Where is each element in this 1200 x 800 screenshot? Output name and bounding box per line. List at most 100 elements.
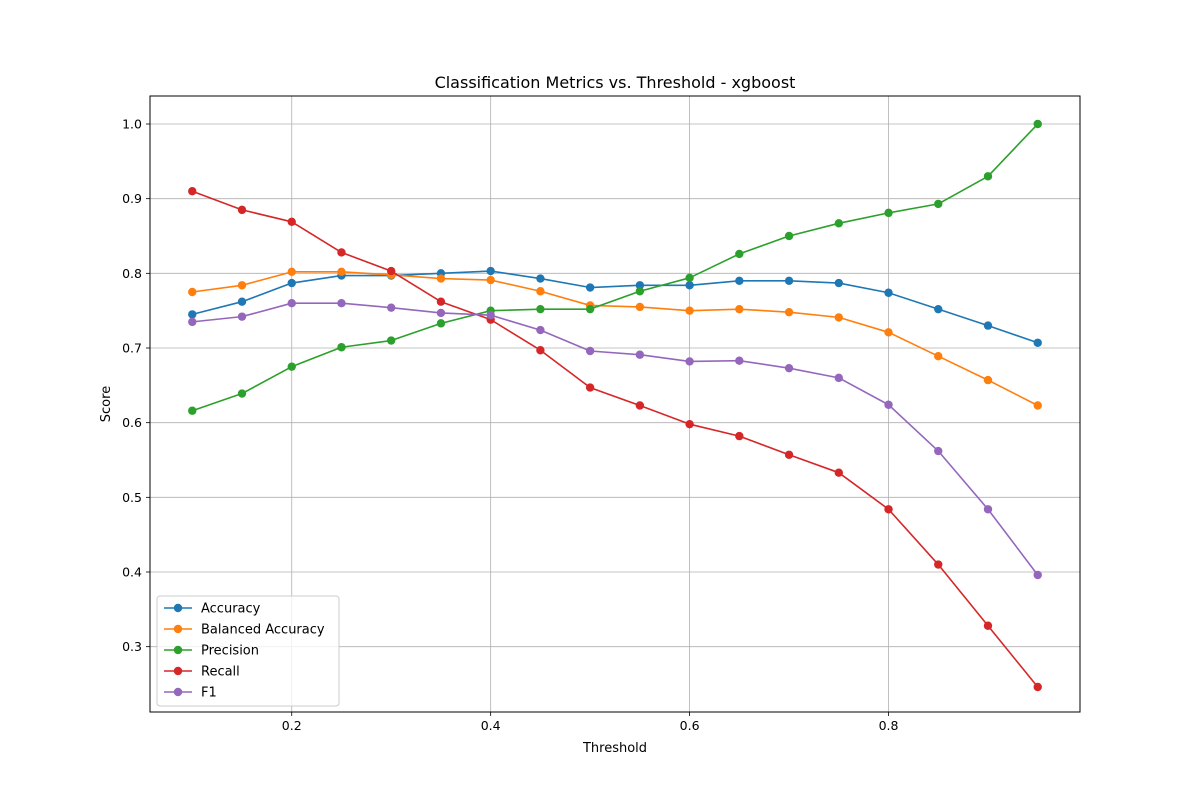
data-point-accuracy — [536, 274, 545, 283]
data-point-f1 — [387, 303, 396, 312]
data-point-precision — [983, 172, 993, 181]
y-tick-label: 0.6 — [122, 415, 142, 430]
data-point-precision — [188, 406, 197, 415]
data-point-f1 — [536, 325, 545, 335]
data-point-recall — [685, 419, 694, 429]
data-point-recall — [784, 450, 794, 459]
data-point-balanced-accuracy — [337, 267, 346, 277]
series-recall — [188, 187, 1042, 692]
data-point-precision — [585, 304, 595, 314]
data-point-recall — [337, 248, 346, 257]
data-point-accuracy — [834, 278, 843, 288]
legend-label: Balanced Accuracy — [201, 623, 325, 638]
x-tick-label: 0.2 — [282, 718, 302, 733]
data-point-f1 — [188, 317, 197, 327]
legend-label: F1 — [201, 686, 217, 701]
data-point-balanced-accuracy — [884, 328, 893, 337]
legend-marker — [173, 666, 183, 676]
data-point-f1 — [784, 363, 794, 373]
series-line-f1 — [192, 302, 1039, 576]
data-point-accuracy — [188, 310, 197, 319]
data-point-f1 — [436, 308, 446, 318]
data-point-accuracy — [585, 283, 595, 292]
data-point-balanced-accuracy — [784, 307, 794, 317]
data-point-accuracy — [884, 288, 893, 297]
data-point-precision — [237, 389, 247, 398]
data-point-precision — [387, 336, 396, 345]
data-point-balanced-accuracy — [934, 352, 943, 361]
legend-item-precision: Precision — [164, 644, 259, 659]
data-point-recall — [735, 431, 744, 441]
legend-item-accuracy: Accuracy — [164, 602, 261, 617]
data-point-f1 — [486, 310, 495, 320]
data-point-balanced-accuracy — [188, 287, 197, 297]
series-line-recall — [191, 190, 1039, 688]
data-point-recall — [188, 187, 197, 196]
legend: Accuracy Balanced Accuracy Precision Recall… — [156, 595, 340, 707]
series-line-accuracy — [192, 270, 1038, 344]
data-point-balanced-accuracy — [685, 306, 694, 315]
legend-label: Recall — [201, 665, 240, 680]
axis-ticks: 0.2 0.4 0.6 0.8 0.3 0.4 0.5 0.6 0.7 0.8 0.9 1.0 — [122, 117, 898, 734]
data-point-accuracy — [635, 281, 645, 290]
series-layer — [188, 119, 1042, 692]
data-point-balanced-accuracy — [436, 274, 446, 283]
y-tick-label: 0.5 — [122, 490, 142, 505]
data-point-precision — [834, 219, 843, 228]
data-point-recall — [934, 560, 943, 569]
data-point-precision — [536, 304, 545, 314]
data-point-f1 — [337, 299, 346, 308]
data-point-recall — [635, 401, 645, 410]
data-point-precision — [685, 273, 694, 283]
legend-marker — [173, 624, 183, 634]
y-tick-label: 0.4 — [122, 565, 142, 580]
x-tick-label: 0.8 — [879, 718, 899, 733]
legend-marker — [173, 687, 183, 697]
chart-title: Classification Metrics vs. Threshold - x… — [435, 73, 796, 92]
legend-marker — [173, 603, 183, 613]
data-point-precision — [635, 287, 645, 296]
data-point-precision — [735, 249, 744, 259]
data-point-recall — [585, 383, 595, 392]
data-point-f1 — [237, 312, 247, 321]
data-point-f1 — [585, 346, 595, 356]
legend-item-recall: Recall — [164, 665, 240, 680]
legend-item-f1: F1 — [164, 686, 217, 701]
data-point-f1 — [685, 357, 694, 366]
data-point-f1 — [834, 373, 843, 383]
data-point-accuracy — [1033, 338, 1042, 347]
data-point-accuracy — [735, 276, 744, 285]
legend-marker — [173, 645, 183, 655]
data-point-precision — [436, 319, 446, 328]
data-point-f1 — [1033, 570, 1042, 580]
data-point-precision — [337, 343, 346, 352]
data-point-recall — [1033, 682, 1042, 692]
y-tick-label: 0.9 — [122, 191, 142, 206]
series-line-balanced-accuracy — [192, 271, 1039, 407]
y-tick-label: 0.7 — [122, 341, 142, 356]
data-point-recall — [237, 205, 247, 215]
data-point-f1 — [735, 356, 744, 365]
data-point-balanced-accuracy — [735, 304, 744, 314]
y-tick-label: 1.0 — [122, 117, 142, 132]
y-tick-label: 0.3 — [122, 639, 142, 654]
x-tick-label: 0.4 — [481, 718, 501, 733]
data-point-recall — [983, 621, 993, 630]
data-point-f1 — [934, 446, 943, 456]
data-point-recall — [536, 346, 545, 355]
data-point-balanced-accuracy — [834, 313, 843, 322]
data-point-accuracy — [287, 278, 296, 288]
grid-lines — [150, 96, 1080, 712]
data-point-balanced-accuracy — [237, 281, 247, 290]
legend-label: Precision — [201, 644, 259, 659]
plot-area — [149, 95, 1081, 713]
data-point-recall — [884, 505, 893, 514]
data-point-precision — [1033, 119, 1042, 129]
y-tick-label: 0.8 — [122, 266, 142, 281]
legend-box — [156, 595, 340, 707]
data-point-accuracy — [784, 276, 794, 285]
data-point-precision — [287, 362, 296, 371]
legend-label: Accuracy — [201, 602, 261, 617]
